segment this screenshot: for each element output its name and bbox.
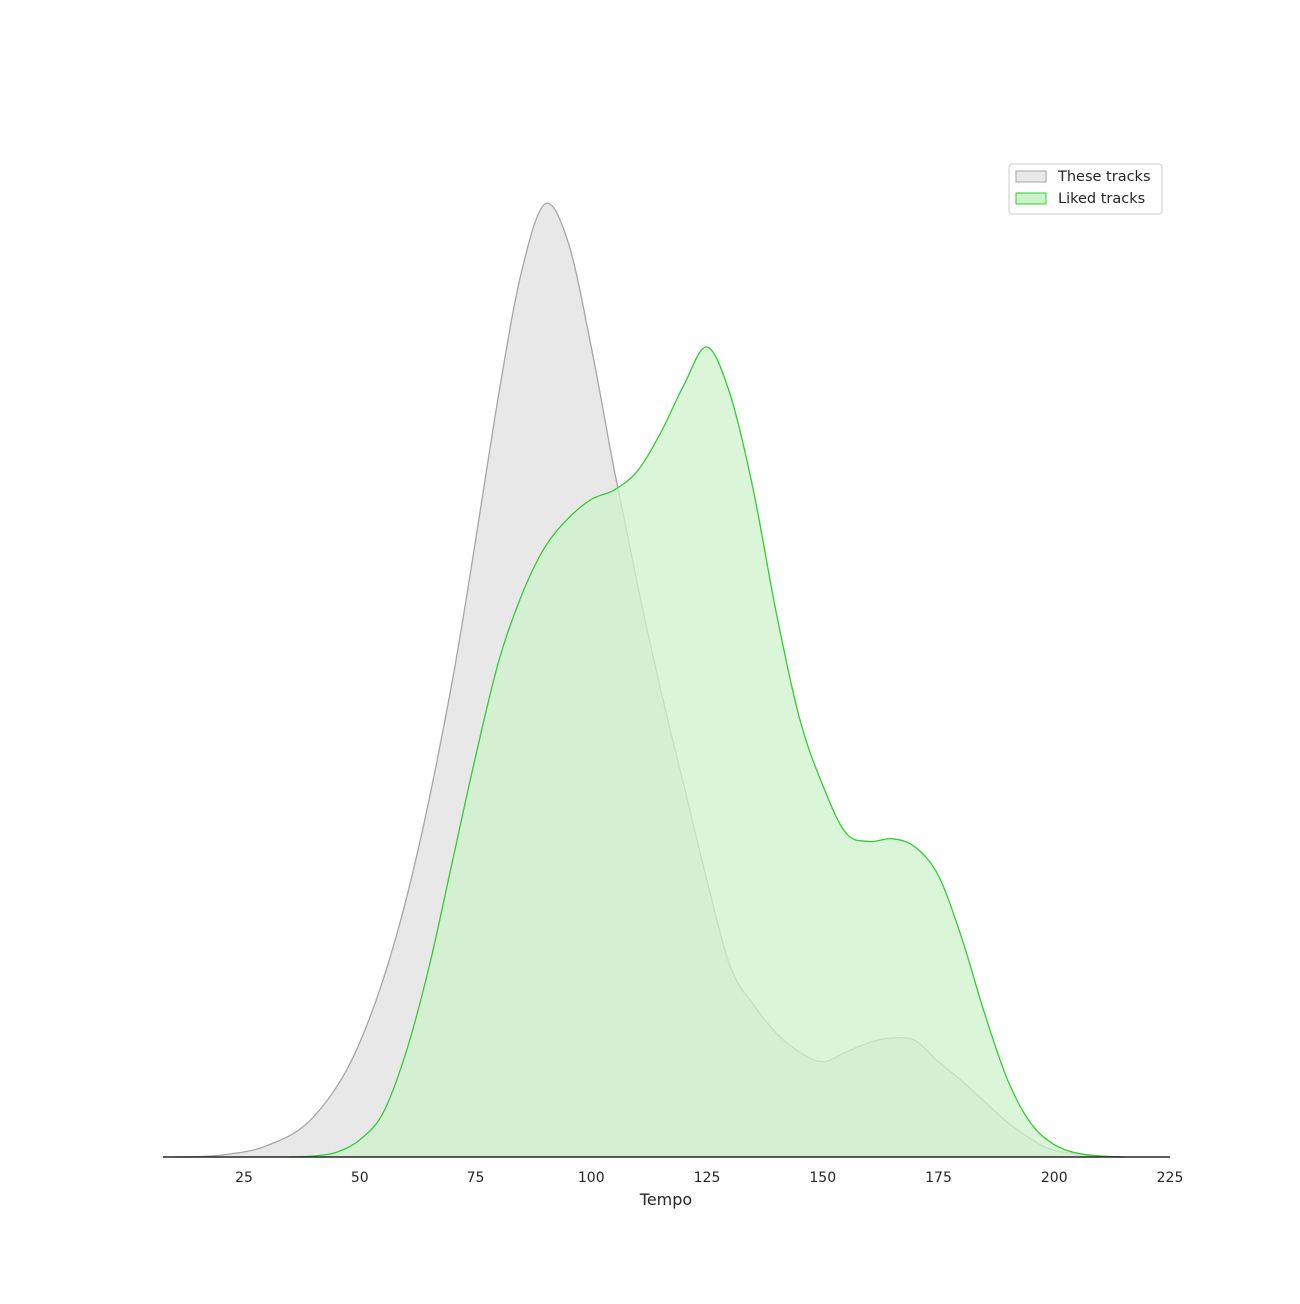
legend-swatch-these-tracks xyxy=(1015,170,1047,183)
x-axis-title: Tempo xyxy=(639,1190,692,1209)
legend-label-liked-tracks: Liked tracks xyxy=(1058,191,1145,207)
legend-swatch-liked-tracks xyxy=(1015,192,1047,205)
density-line-liked-tracks xyxy=(290,346,1124,1158)
legend-label-these-tracks: These tracks xyxy=(1057,169,1151,185)
x-tick-label: 50 xyxy=(351,1170,369,1186)
x-tick-label: 75 xyxy=(467,1170,485,1186)
plot-area xyxy=(174,202,1124,1158)
legend-frame xyxy=(1008,163,1163,215)
x-tick-label: 225 xyxy=(1157,1170,1184,1186)
x-tick-label: 100 xyxy=(578,1170,605,1186)
x-tick-label: 200 xyxy=(1041,1170,1068,1186)
x-tick-label: 175 xyxy=(925,1170,952,1186)
density-area-liked-tracks xyxy=(290,346,1124,1157)
x-tick-label: 150 xyxy=(809,1170,836,1186)
x-tick-label: 25 xyxy=(235,1170,253,1186)
x-tick-label: 125 xyxy=(694,1170,721,1186)
legend: These tracks Liked tracks xyxy=(1008,163,1163,215)
x-axis-ticks: 25 50 75 100 125 150 175 200 225 xyxy=(235,1170,1183,1186)
